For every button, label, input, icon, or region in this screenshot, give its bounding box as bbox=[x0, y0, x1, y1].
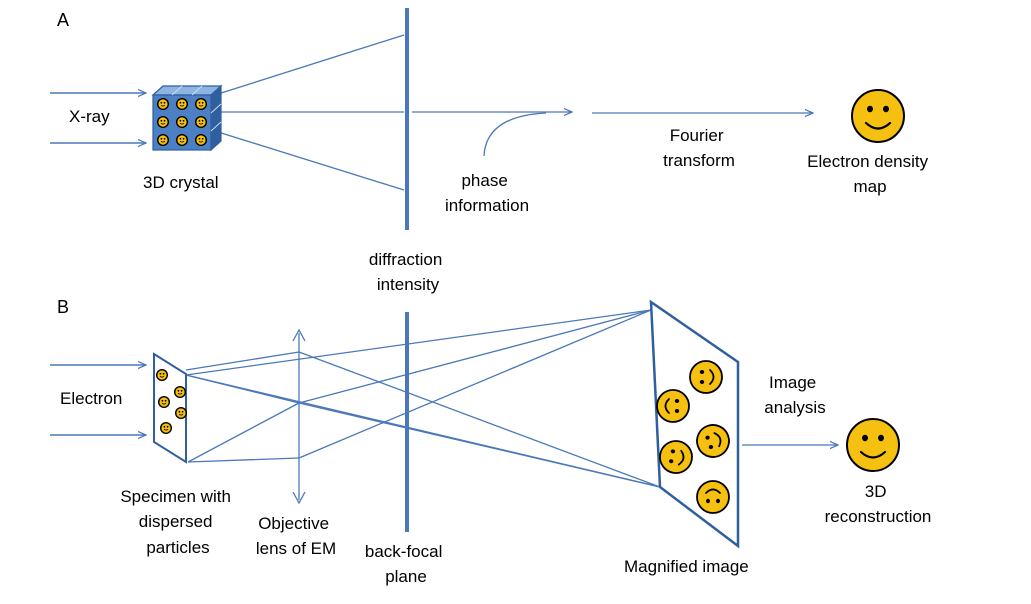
crystal-icon bbox=[151, 84, 223, 152]
diffraction-ray-top bbox=[217, 34, 405, 95]
crystal-label: 3D crystal bbox=[143, 173, 219, 192]
objective-lens bbox=[292, 328, 306, 505]
image-analysis-label: Image analysis bbox=[764, 373, 825, 417]
specimen-label: Specimen with dispersed particles bbox=[120, 487, 235, 557]
electron-density-label: Electron density map bbox=[807, 152, 933, 196]
diffraction-ray-bottom bbox=[217, 131, 405, 191]
phase-curve bbox=[483, 112, 547, 157]
xray-label: X-ray bbox=[69, 107, 110, 126]
particle-smiley-icon bbox=[689, 360, 723, 394]
panel-a-letter: A bbox=[57, 10, 69, 30]
fourier-label: Fourier transform bbox=[663, 126, 735, 170]
panel-b-letter: B bbox=[57, 297, 69, 317]
ray-paths bbox=[185, 309, 661, 488]
specimen-icon bbox=[153, 352, 188, 464]
back-focal-label: back-focal plane bbox=[365, 542, 447, 586]
objective-lens-label: Objective lens of EM bbox=[256, 514, 336, 558]
particle-smiley-icon bbox=[656, 389, 690, 423]
magnified-image-screen bbox=[649, 299, 740, 549]
particle-smiley-icon bbox=[696, 480, 730, 514]
electron-density-smiley-icon bbox=[850, 88, 906, 144]
phase-label: phase information bbox=[445, 171, 529, 215]
magnified-image-label: Magnified image bbox=[624, 557, 749, 576]
electron-label: Electron bbox=[60, 389, 122, 408]
reconstruction-smiley-icon bbox=[845, 417, 901, 473]
reconstruction-label: 3D reconstruction bbox=[825, 482, 932, 526]
diffraction-label: diffraction intensity bbox=[369, 250, 447, 294]
